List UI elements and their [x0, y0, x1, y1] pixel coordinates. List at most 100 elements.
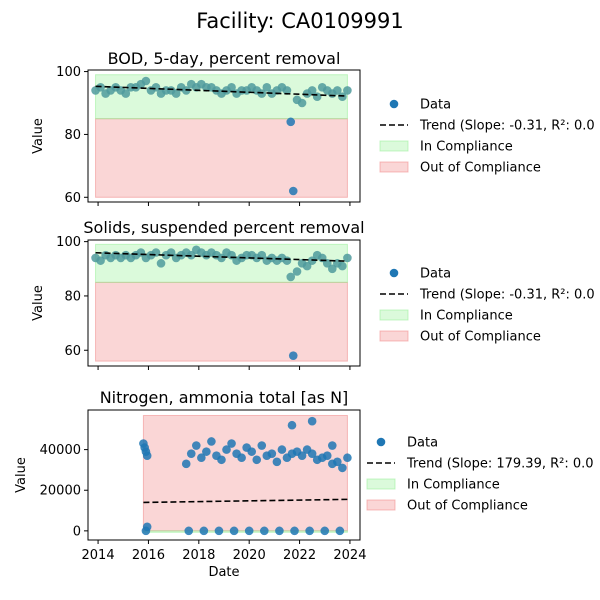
- data-point: [184, 526, 194, 536]
- plot-area: [91, 243, 352, 362]
- legend-in-compliance-swatch: [379, 140, 409, 152]
- y-tick-label: 0: [73, 524, 81, 539]
- data-point: [244, 526, 254, 536]
- data-point: [312, 92, 322, 102]
- legend-data-label: Data: [420, 98, 451, 113]
- data-point: [275, 526, 284, 536]
- data-point: [282, 256, 292, 265]
- data-point: [227, 82, 236, 92]
- x-tick-label: 2014: [82, 548, 115, 563]
- data-point: [338, 92, 347, 102]
- data-point: [222, 445, 231, 454]
- data-point: [171, 89, 181, 98]
- data-point: [277, 445, 287, 454]
- legend-trend-label: Trend (Slope: 179.39, R²: 0.0: [406, 457, 594, 472]
- data-point: [181, 459, 191, 469]
- y-tick-label: 60: [64, 191, 81, 206]
- legend-out-compliance-label: Out of Compliance: [407, 499, 528, 514]
- data-point: [252, 455, 262, 465]
- data-point: [207, 437, 216, 446]
- plot-area: [139, 414, 352, 536]
- trend-line: [95, 251, 348, 262]
- out-of-compliance-band: [142, 414, 348, 532]
- axes-frame: [87, 409, 361, 541]
- charts: 60 80 100 Value BOD, 5-day, percent removal D…: [14, 49, 595, 580]
- y-tick-label: 60: [64, 344, 81, 359]
- data-point: [307, 86, 317, 95]
- axes-frame: [87, 239, 361, 367]
- data-point: [214, 526, 224, 536]
- data-point: [343, 253, 352, 263]
- legend-out-compliance-label: Out of Compliance: [420, 330, 541, 345]
- legend-in-compliance-label: In Compliance: [420, 140, 513, 155]
- data-point: [142, 522, 152, 532]
- data-point: [322, 451, 332, 461]
- data-point: [343, 86, 352, 95]
- x-tick-label: 2018: [182, 548, 215, 563]
- legend: Data Trend (Slope: -0.31, R²: 0.0 In Compl…: [379, 98, 595, 176]
- legend-data-marker: [389, 268, 399, 278]
- data-point: [290, 526, 299, 536]
- data-point: [191, 441, 201, 450]
- data-point: [229, 526, 239, 536]
- data-point: [151, 82, 161, 92]
- legend-out-compliance-swatch: [379, 330, 409, 342]
- y-axis-label: Value: [14, 457, 29, 493]
- data-point: [96, 256, 105, 265]
- data-point: [320, 526, 330, 536]
- legend-in-compliance-label: In Compliance: [420, 309, 513, 324]
- legend-out-compliance-swatch: [366, 499, 396, 511]
- data-point: [338, 261, 347, 271]
- legend-out-compliance-swatch: [379, 161, 409, 173]
- data-point: [227, 439, 236, 448]
- data-point: [202, 447, 211, 456]
- data-point: [297, 451, 307, 461]
- x-tick-label: 2020: [233, 548, 266, 563]
- data-point: [333, 86, 342, 95]
- plot-area: [91, 74, 352, 198]
- data-point: [297, 98, 307, 108]
- data-point: [267, 449, 277, 458]
- data-point: [327, 264, 337, 274]
- data-point: [286, 117, 296, 127]
- data-point: [307, 416, 317, 426]
- data-point: [257, 441, 267, 450]
- data-point: [286, 272, 296, 282]
- legend-out-compliance-label: Out of Compliance: [420, 161, 541, 176]
- legend-in-compliance-label: In Compliance: [407, 478, 500, 493]
- data-point: [259, 526, 269, 536]
- legend-data-marker: [376, 437, 386, 447]
- data-point: [217, 455, 226, 465]
- chart-title: BOD, 5-day, percent removal: [108, 49, 341, 68]
- y-axis-label: Value: [31, 118, 46, 154]
- x-tick-label: 2016: [132, 548, 165, 563]
- legend-data-label: Data: [420, 267, 451, 282]
- out-of-compliance-band: [95, 281, 348, 362]
- data-point: [156, 259, 166, 268]
- chart-panel-3: 0 20000 40000 2014 2016 2018 2020 2022 2024 Date V…: [14, 388, 594, 580]
- data-point: [335, 526, 345, 536]
- y-tick-label: 80: [64, 289, 81, 304]
- data-point: [292, 267, 302, 276]
- data-point: [302, 261, 312, 271]
- chart-panel-1: 60 80 100 Value BOD, 5-day, percent removal D…: [31, 49, 595, 206]
- x-tick-label: 2024: [333, 548, 366, 563]
- chart-title: Nitrogen, ammonia total [as N]: [100, 388, 349, 407]
- data-point: [262, 82, 272, 92]
- legend-data-marker: [389, 99, 399, 109]
- chart-title: Solids, suspended percent removal: [83, 218, 364, 237]
- data-point: [338, 463, 347, 473]
- data-point: [327, 459, 337, 469]
- data-point: [272, 457, 282, 467]
- legend: Data Trend (Slope: -0.31, R²: 0.0 In Compl…: [379, 267, 595, 345]
- x-tick-label: 2022: [283, 548, 316, 563]
- legend-trend-label: Trend (Slope: -0.31, R²: 0.0: [419, 288, 595, 303]
- data-point: [305, 526, 314, 536]
- data-point: [343, 453, 352, 463]
- data-point: [287, 420, 297, 430]
- trend-line: [95, 85, 348, 97]
- data-point: [282, 86, 292, 95]
- data-point: [141, 76, 151, 86]
- y-tick-label: 100: [56, 65, 81, 80]
